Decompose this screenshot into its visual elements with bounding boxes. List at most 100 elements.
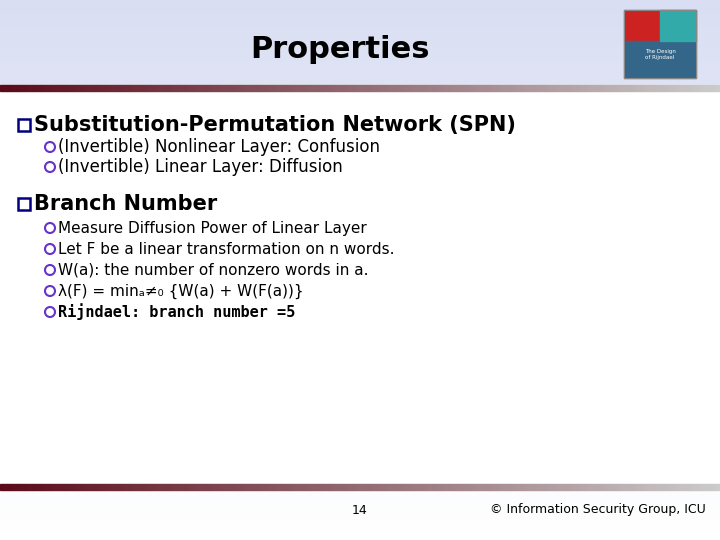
Bar: [97, 85, 101, 91]
Bar: [173, 85, 176, 91]
Bar: [176, 85, 180, 91]
Bar: [691, 85, 695, 91]
Bar: [626, 484, 630, 490]
Bar: [47, 85, 50, 91]
Bar: [0, 6, 720, 14]
Bar: [378, 85, 382, 91]
Bar: [544, 484, 547, 490]
Bar: [688, 85, 691, 91]
Bar: [702, 484, 706, 490]
Text: (Invertible) Nonlinear Layer: Confusion: (Invertible) Nonlinear Layer: Confusion: [58, 138, 380, 156]
Bar: [306, 484, 310, 490]
Bar: [0, 33, 720, 40]
Bar: [583, 85, 587, 91]
Bar: [328, 484, 331, 490]
Bar: [144, 85, 148, 91]
Bar: [0, 519, 720, 526]
Bar: [418, 484, 421, 490]
Bar: [547, 85, 551, 91]
Bar: [551, 484, 554, 490]
Bar: [76, 484, 79, 490]
Bar: [0, 141, 720, 149]
Bar: [274, 484, 277, 490]
Bar: [18, 198, 30, 210]
Bar: [0, 526, 720, 534]
Bar: [122, 85, 126, 91]
Bar: [126, 85, 130, 91]
Bar: [454, 484, 457, 490]
Bar: [119, 85, 122, 91]
Bar: [500, 484, 504, 490]
Bar: [356, 85, 360, 91]
Bar: [0, 317, 720, 324]
Bar: [184, 484, 187, 490]
Bar: [688, 484, 691, 490]
Bar: [382, 484, 385, 490]
Bar: [0, 85, 4, 91]
Bar: [475, 85, 479, 91]
Bar: [166, 85, 169, 91]
Bar: [624, 10, 696, 40]
Bar: [173, 484, 176, 490]
Bar: [709, 484, 713, 490]
Bar: [616, 85, 619, 91]
Bar: [205, 85, 209, 91]
Bar: [86, 85, 90, 91]
Bar: [0, 47, 720, 54]
Bar: [601, 85, 605, 91]
Bar: [234, 484, 238, 490]
Bar: [256, 484, 259, 490]
Bar: [0, 216, 720, 222]
Bar: [382, 85, 385, 91]
Bar: [212, 484, 216, 490]
Bar: [83, 85, 86, 91]
Bar: [389, 85, 392, 91]
Bar: [331, 484, 335, 490]
Bar: [504, 85, 508, 91]
Bar: [0, 459, 720, 465]
Bar: [198, 85, 202, 91]
Bar: [659, 484, 662, 490]
Bar: [346, 85, 349, 91]
Bar: [716, 484, 720, 490]
Bar: [263, 484, 266, 490]
Bar: [151, 484, 155, 490]
Bar: [148, 85, 151, 91]
Bar: [0, 492, 720, 500]
Bar: [25, 484, 29, 490]
Bar: [403, 85, 407, 91]
Bar: [259, 85, 263, 91]
Bar: [515, 85, 518, 91]
Bar: [684, 484, 688, 490]
Bar: [162, 85, 166, 91]
Bar: [623, 85, 626, 91]
Bar: [472, 85, 475, 91]
Bar: [245, 85, 248, 91]
Bar: [299, 484, 302, 490]
Bar: [518, 85, 522, 91]
Bar: [371, 85, 374, 91]
Bar: [652, 484, 655, 490]
Bar: [230, 85, 234, 91]
Bar: [295, 85, 299, 91]
Bar: [0, 418, 720, 426]
Bar: [58, 85, 61, 91]
Bar: [482, 484, 486, 490]
Bar: [493, 484, 497, 490]
Bar: [659, 85, 662, 91]
Bar: [0, 128, 720, 135]
Bar: [79, 85, 83, 91]
Bar: [86, 484, 90, 490]
Bar: [115, 85, 119, 91]
Bar: [0, 249, 720, 256]
Bar: [14, 484, 18, 490]
Bar: [155, 85, 158, 91]
Bar: [43, 484, 47, 490]
Bar: [428, 484, 432, 490]
Bar: [32, 85, 36, 91]
Bar: [0, 263, 720, 270]
Bar: [446, 85, 450, 91]
Bar: [634, 85, 637, 91]
Bar: [292, 484, 295, 490]
Bar: [486, 85, 490, 91]
